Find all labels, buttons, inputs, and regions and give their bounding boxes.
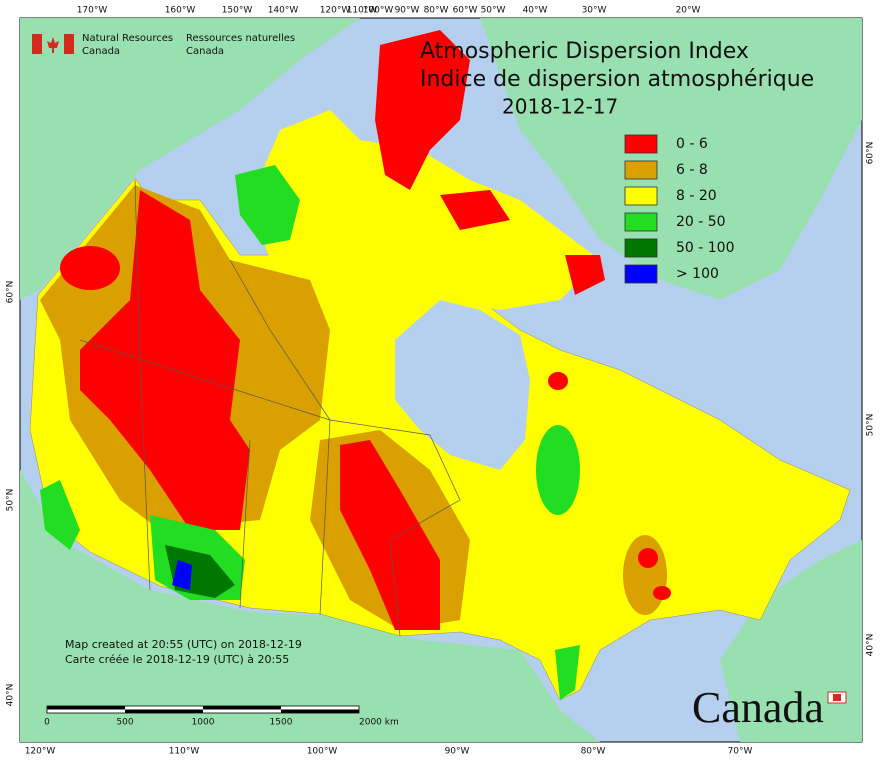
agency-en: Canada: [82, 46, 120, 57]
blue-zone: [172, 560, 192, 590]
date: 2018-12-17: [502, 95, 618, 119]
graticule-label: 160°W: [165, 6, 196, 16]
green-zone: [555, 645, 580, 700]
graticule-label: 90°W: [395, 6, 420, 16]
flag-bar: [64, 34, 74, 54]
legend-swatch: [624, 238, 658, 258]
graticule-label: 40°N: [866, 634, 876, 657]
greenland: [480, 18, 862, 300]
red-zone: [653, 586, 671, 600]
graticule-label: 50°W: [481, 6, 506, 16]
graticule-label: 60°N: [866, 142, 876, 165]
wordmark: Canada: [692, 683, 824, 732]
green-zone: [235, 165, 300, 245]
agency-fr: Ressources naturelles: [186, 33, 295, 44]
orange-zone: [623, 535, 667, 615]
graticule-label: 90°W: [445, 747, 470, 757]
graticule-label: 30°W: [582, 6, 607, 16]
red-zone: [375, 30, 470, 190]
graticule-label: 140°W: [268, 6, 299, 16]
legend-swatch: [624, 212, 658, 232]
province-borders: [79, 179, 461, 637]
border: [239, 439, 251, 609]
graticule-label: 40°N: [6, 684, 16, 707]
scale-segment: [281, 709, 359, 713]
graticule-label: 60°W: [453, 6, 478, 16]
red-zone: [80, 190, 250, 530]
graticule-label: 110°W: [347, 6, 378, 16]
red-zone: [440, 190, 510, 230]
border: [134, 179, 151, 591]
border: [229, 259, 331, 616]
graticule-label: 100°W: [363, 6, 394, 16]
scale-label: 0: [44, 718, 50, 728]
legend-swatch: [624, 186, 658, 206]
wordmark-flag-leaf: [833, 694, 841, 701]
scale-label: 500: [116, 718, 133, 728]
hudson-bay: [395, 300, 530, 470]
usa: [20, 470, 600, 742]
scale-label: 1000: [192, 718, 215, 728]
flag-bar: [32, 34, 42, 54]
scale-bar: [46, 705, 360, 714]
title: Indice de dispersion atmosphérique: [420, 67, 814, 92]
legend-label: 8 - 20: [676, 188, 717, 204]
title: Atmospheric Dispersion Index: [420, 39, 749, 64]
red-zone: [60, 246, 120, 290]
red-zone: [565, 255, 605, 295]
scale-label: 1500: [270, 718, 293, 728]
red-zone: [638, 548, 658, 568]
legend-label: 6 - 8: [676, 162, 708, 178]
graticule-label: 60°N: [6, 281, 16, 304]
footer: Map created at 20:55 (UTC) on 2018-12-19: [65, 638, 302, 651]
graticule-label: 170°W: [77, 6, 108, 16]
graticule-label: 80°W: [581, 747, 606, 757]
graticule-label: 70°W: [728, 747, 753, 757]
graticule-label: 110°W: [169, 747, 200, 757]
border: [389, 434, 461, 637]
legend-swatch: [624, 264, 658, 284]
legend: 0 - 6 6 - 8 8 - 20 20 - 50 50 - 100 > 100: [624, 134, 735, 284]
arctic-islands: [250, 110, 600, 310]
graticule-label: 50°N: [6, 489, 16, 512]
graticule-label: 20°W: [676, 6, 701, 16]
agency-fr: Canada: [186, 46, 224, 57]
graticule-label: 120°W: [320, 6, 351, 16]
scale-segment: [125, 709, 203, 713]
usa-northeast: [720, 540, 862, 742]
maple-leaf: [47, 37, 59, 53]
scale-label: 2000 km: [359, 718, 399, 728]
scale-segment: [203, 706, 281, 710]
graticule-label: 120°W: [25, 747, 56, 757]
red-zone: [548, 372, 568, 390]
scale-segment: [47, 706, 125, 710]
alaska: [20, 18, 360, 300]
graticule-label: 80°W: [424, 6, 449, 16]
graticule-label: 50°N: [866, 414, 876, 437]
green-zone: [40, 480, 80, 550]
green-zone: [536, 425, 580, 515]
graticule-label: 40°W: [523, 6, 548, 16]
footer: Carte créée le 2018-12-19 (UTC) à 20:55: [65, 653, 289, 666]
graticule-label: 150°W: [222, 6, 253, 16]
legend-label: 50 - 100: [676, 240, 735, 256]
legend-label: 20 - 50: [676, 214, 726, 230]
agency-en: Natural Resources: [82, 33, 173, 44]
legend-swatch: [624, 160, 658, 180]
graticule-label: 100°W: [307, 747, 338, 757]
legend-swatch: [624, 134, 658, 154]
legend-label: > 100: [676, 266, 719, 282]
legend-label: 0 - 6: [676, 136, 708, 152]
red-zone: [340, 440, 440, 630]
